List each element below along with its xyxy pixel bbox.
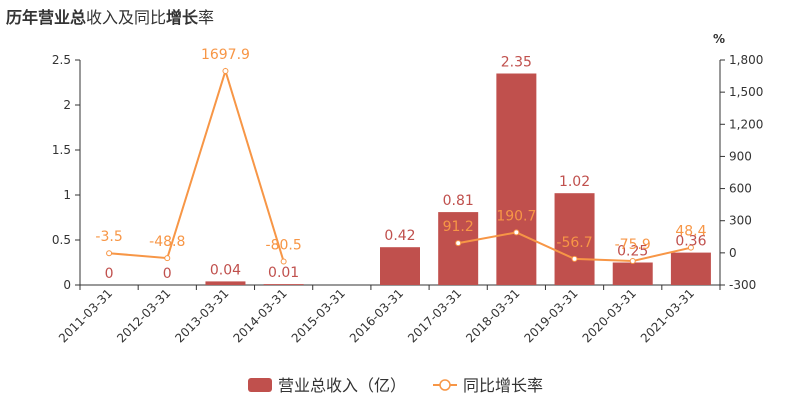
growth-rate-point <box>687 244 694 251</box>
revenue-data-label: 0.36 <box>675 234 706 250</box>
growth-rate-point <box>629 257 636 264</box>
x-tick-label: 2021-03-31 <box>638 286 697 345</box>
revenue-data-label: 0 <box>105 266 114 282</box>
y-right-tick-label: 600 <box>729 182 752 196</box>
y-right-tick-label: 1,800 <box>729 53 763 67</box>
revenue-bar <box>670 252 711 285</box>
legend-line-marker <box>439 379 451 391</box>
revenue-bar <box>438 212 479 285</box>
revenue-data-label: 0 <box>163 266 172 282</box>
revenue-bar <box>554 193 595 285</box>
x-tick-label: 2018-03-31 <box>463 286 522 345</box>
revenue-data-label: 0.04 <box>210 262 241 278</box>
legend-bar-swatch <box>248 378 272 392</box>
x-tick-label: 2015-03-31 <box>289 286 348 345</box>
y-right-tick-label: -300 <box>729 278 756 292</box>
growth-rate-data-label: 1697.9 <box>201 47 250 63</box>
legend-bar-label: 营业总收入（亿） <box>278 376 406 395</box>
growth-rate-data-label: -48.8 <box>149 234 185 250</box>
y-right-tick-label: 300 <box>729 214 752 228</box>
growth-rate-line <box>109 67 285 262</box>
x-tick-label: 2019-03-31 <box>521 286 580 345</box>
y-right-tick-label: 1,200 <box>729 117 763 131</box>
revenue-data-label: 0.01 <box>268 265 299 281</box>
y-right-tick-label: 1,500 <box>729 85 763 99</box>
y-left-tick-label: 1 <box>63 188 71 202</box>
legend-line-label: 同比增长率 <box>463 376 543 395</box>
x-tick-label: 2014-03-31 <box>231 286 290 345</box>
growth-rate-point <box>280 258 287 265</box>
revenue-data-label: 1.02 <box>559 174 590 190</box>
y-right-tick-label: 0 <box>729 246 737 260</box>
revenue-bar <box>496 73 537 285</box>
x-tick-label: 2017-03-31 <box>405 286 464 345</box>
y-left-tick-label: 0 <box>63 278 71 292</box>
revenue-bar <box>263 284 304 285</box>
growth-rate-data-label: 190.7 <box>496 208 536 224</box>
revenue-data-label: 0.25 <box>617 244 648 260</box>
growth-rate-point <box>513 229 520 236</box>
x-tick-label: 2012-03-31 <box>114 286 173 345</box>
growth-rate-data-label: -56.7 <box>556 235 592 251</box>
y-left-tick-label: 2 <box>63 98 71 112</box>
y-right-unit: % <box>713 32 725 46</box>
chart-title: 历年营业总收入及同比增长率 <box>6 8 215 27</box>
revenue-bar <box>612 262 653 285</box>
growth-rate-data-label: -80.5 <box>266 237 302 253</box>
x-tick-label: 2013-03-31 <box>172 286 231 345</box>
x-tick-label: 2016-03-31 <box>347 286 406 345</box>
y-right-tick-label: 900 <box>729 149 752 163</box>
growth-rate-point <box>455 240 462 247</box>
revenue-bar <box>380 247 420 285</box>
revenue-bar <box>205 281 246 285</box>
x-tick-label: 2011-03-31 <box>56 286 115 345</box>
revenue-data-label: 0.81 <box>443 193 474 209</box>
growth-rate-data-label: -75.9 <box>615 237 651 253</box>
revenue-data-label: 0.42 <box>384 228 415 244</box>
growth-rate-point <box>106 250 113 257</box>
x-tick-label: 2020-03-31 <box>580 286 639 345</box>
growth-rate-data-label: -3.5 <box>95 229 122 245</box>
revenue-data-label: 2.35 <box>501 55 532 71</box>
y-left-tick-label: 2.5 <box>52 53 71 67</box>
growth-rate-point <box>571 255 578 262</box>
growth-rate-data-label: 48.4 <box>675 224 706 240</box>
y-left-tick-label: 0.5 <box>52 233 71 247</box>
growth-rate-point <box>222 67 229 74</box>
growth-rate-point <box>164 255 171 262</box>
growth-rate-data-label: 91.2 <box>443 219 474 235</box>
y-left-tick-label: 1.5 <box>52 143 71 157</box>
